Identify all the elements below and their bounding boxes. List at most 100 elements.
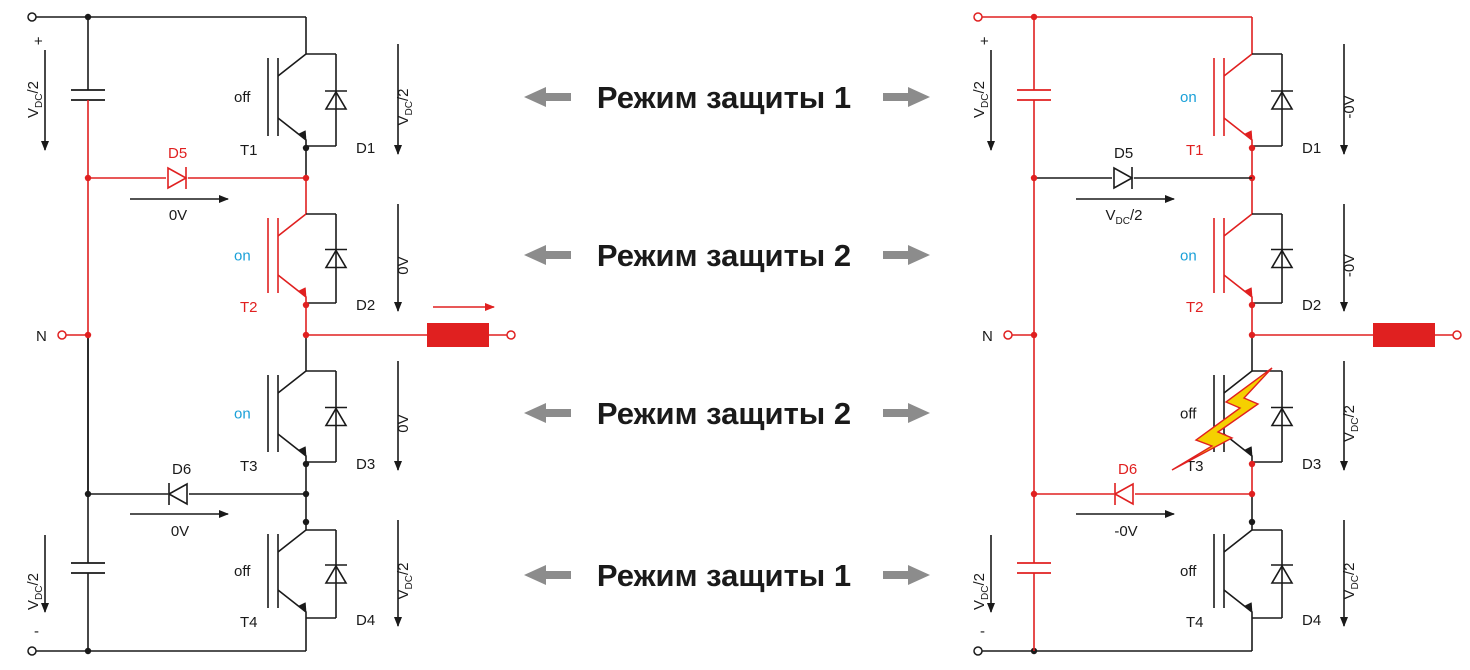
terminal <box>506 330 516 340</box>
clamp-diode-d6-label: D6 <box>172 461 191 478</box>
diode-symbol <box>324 406 348 427</box>
switch-voltage-t4: VDC/2 <box>395 563 415 600</box>
mode-labels: Режим защиты 1 Режим защиты 2 Режим защиты… <box>524 80 930 593</box>
switch-voltage-t1-main: -0V <box>1341 95 1358 118</box>
minus-sign: - <box>980 623 985 640</box>
switch-voltage-t3: VDC/2 <box>1341 405 1361 442</box>
state-label-t2: on <box>234 248 251 265</box>
diode-name-d4: D4 <box>356 612 375 629</box>
junction-dot <box>84 490 92 498</box>
state-label-t2: on <box>1180 248 1197 265</box>
igbt-t4 <box>267 522 307 620</box>
switch-name-t1: T1 <box>240 142 258 159</box>
clamp-d6-voltage-main: -0V <box>1114 523 1137 540</box>
clamp-d6-voltage: 0V <box>171 523 189 540</box>
cap-voltage-top: VDC/2 <box>971 81 991 118</box>
minus-sign: - <box>34 623 39 640</box>
switch-name-t1: T1 <box>1186 142 1204 159</box>
diode-symbol <box>324 90 348 110</box>
arrow-left-icon <box>524 87 571 107</box>
junction-dot <box>1248 460 1256 468</box>
clamp-diode-d5-label: D5 <box>1114 145 1133 162</box>
switch-voltage-t4-sub: DC <box>1350 575 1361 589</box>
state-label-t4: off <box>1180 563 1197 580</box>
cap-voltage-top-tail: /2 <box>971 81 988 94</box>
switch-name-t3: T3 <box>240 458 258 475</box>
diode-symbol <box>1270 406 1294 427</box>
igbt-emitter <box>1223 274 1253 305</box>
switch-voltage-t2: 0V <box>395 256 412 274</box>
igbt-emitter <box>277 589 307 620</box>
terminal <box>27 646 37 656</box>
state-label-t1: on <box>1180 89 1197 106</box>
clamp-d5-voltage-sub: DC <box>1116 216 1130 227</box>
switch-voltage-t2-main: 0V <box>395 256 412 274</box>
igbt-collector <box>1223 46 1253 77</box>
arrow-left-icon <box>524 565 571 585</box>
switch-voltage-t2: -0V <box>1341 254 1358 277</box>
arrow-right-icon <box>883 403 930 423</box>
cap-voltage-bottom-sub: DC <box>34 586 45 600</box>
junction-dot <box>302 460 310 468</box>
diode-name-d3: D3 <box>1302 456 1321 473</box>
terminal <box>973 646 983 656</box>
cap-voltage-bottom: VDC/2 <box>971 573 991 610</box>
clamp-diode-d5-label: D5 <box>168 145 187 162</box>
igbt-collector <box>277 522 307 553</box>
igbt-t4 <box>1213 522 1253 620</box>
protection-mode-label: Режим защиты 1 <box>597 80 851 115</box>
junction-dot <box>84 174 92 182</box>
terminal <box>1003 330 1013 340</box>
clamp-d6-voltage: -0V <box>1114 523 1137 540</box>
clamp-d5-voltage-tail: /2 <box>1130 207 1143 224</box>
switch-name-t2: T2 <box>1186 299 1204 316</box>
diode-name-d3: D3 <box>356 456 375 473</box>
junction-dot <box>84 331 92 339</box>
igbt-collector <box>277 46 307 77</box>
switch-voltage-t1: VDC/2 <box>395 89 415 126</box>
igbt-collector <box>1223 206 1253 237</box>
junction-dot <box>302 144 310 152</box>
switch-voltage-t1-sub: DC <box>404 101 415 115</box>
diode-name-d1: D1 <box>356 140 375 157</box>
arrow-right-icon <box>883 87 930 107</box>
arrow-right-icon <box>883 245 930 265</box>
igbt-t2 <box>267 206 307 305</box>
switch-voltage-t4: VDC/2 <box>1341 563 1361 600</box>
arrow-right-icon <box>883 565 930 585</box>
junction-dot <box>1248 518 1256 526</box>
diode-symbol <box>167 166 188 190</box>
diode-symbol <box>1270 248 1294 269</box>
clamp-diode-d6-label: D6 <box>1118 461 1137 478</box>
switch-voltage-t4-main: V <box>1341 589 1358 599</box>
plus-sign: + <box>34 33 43 50</box>
diode-symbol <box>1270 90 1294 110</box>
switch-voltage-t3: 0V <box>395 414 412 432</box>
switch-voltage-t3-main: 0V <box>395 414 412 432</box>
cap-voltage-top-main: V <box>971 108 988 118</box>
diode-symbol <box>1113 166 1134 190</box>
switch-voltage-t4-main: V <box>395 589 412 599</box>
cap-voltage-bottom-main: V <box>971 600 988 610</box>
switch-voltage-t1: -0V <box>1341 95 1358 118</box>
junction-dot <box>302 301 310 309</box>
protection-mode-label: Режим защиты 2 <box>597 396 851 431</box>
junction-dot <box>1248 301 1256 309</box>
fault-bolt-icon <box>1171 367 1273 471</box>
switch-voltage-t4-tail: /2 <box>1341 563 1358 576</box>
clamp-d5-voltage: 0V <box>169 207 187 224</box>
diode-name-d2: D2 <box>1302 297 1321 314</box>
clamp-d5-voltage: VDC/2 <box>1106 207 1143 227</box>
cap-voltage-top-sub: DC <box>34 94 45 108</box>
junction-dot <box>1030 174 1038 182</box>
switch-voltage-t1-main: V <box>395 115 412 125</box>
junction-dot <box>302 518 310 526</box>
igbt-collector <box>1223 522 1253 553</box>
cap-voltage-bottom-tail: /2 <box>971 573 988 586</box>
switch-voltage-t4-tail: /2 <box>395 563 412 576</box>
clamp-d5-voltage-main: V <box>1106 207 1116 224</box>
igbt-emitter <box>277 433 307 464</box>
cap-voltage-top: VDC/2 <box>25 81 45 118</box>
switch-voltage-t4-sub: DC <box>404 575 415 589</box>
